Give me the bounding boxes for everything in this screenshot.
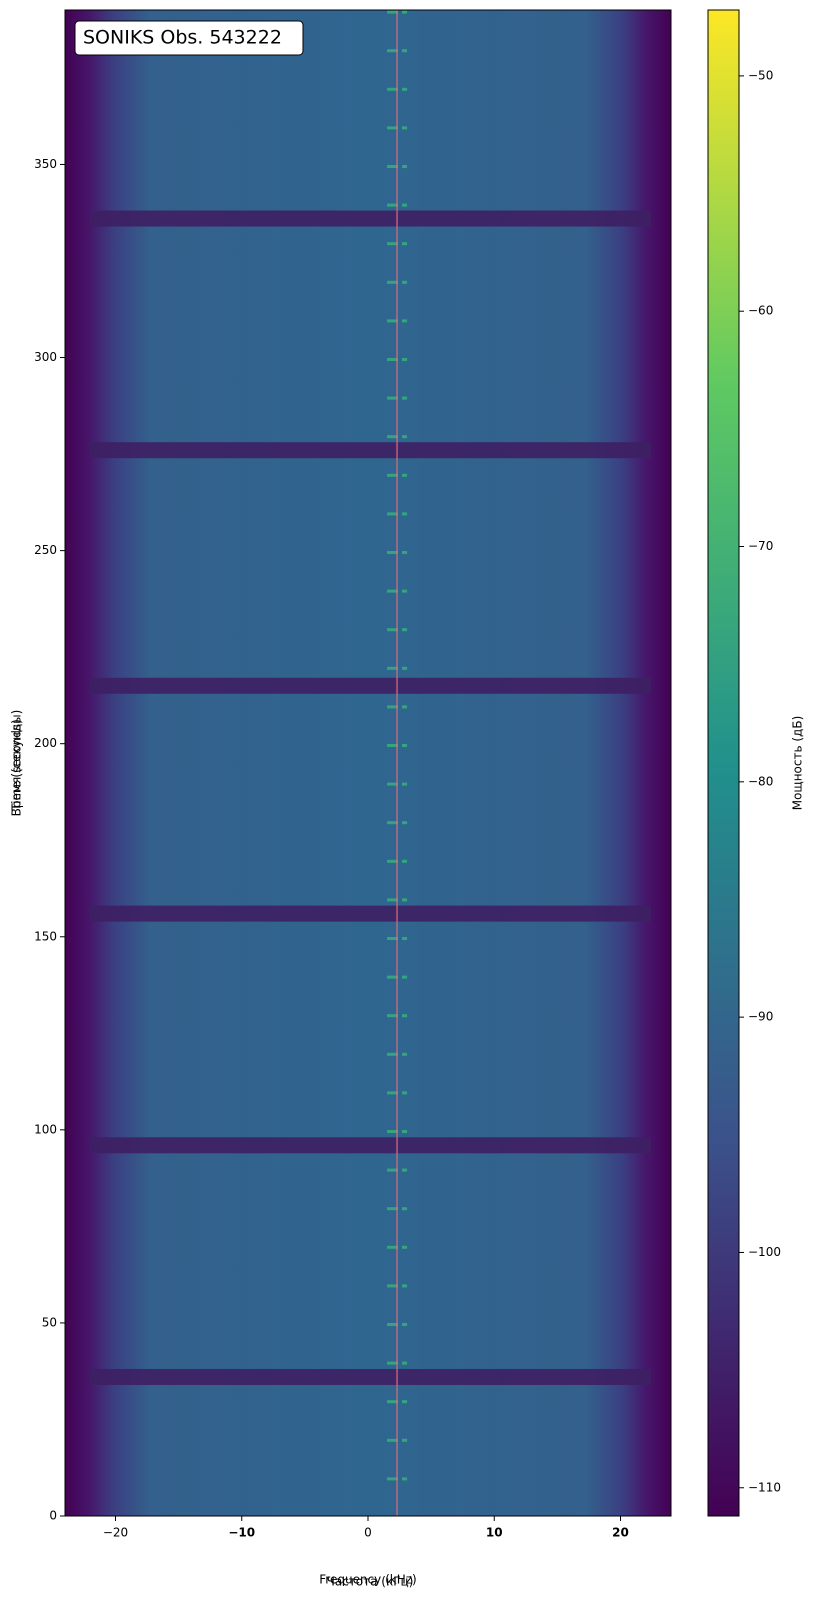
- x-axis-label: Frequency (kHz): [319, 1573, 416, 1587]
- colorbar-tick-label: −60: [748, 304, 773, 318]
- y-tick-label: 300: [34, 350, 57, 364]
- y-tick-label: 150: [34, 929, 57, 943]
- colorbar-tick-label: −100: [748, 1245, 781, 1259]
- dropout-band: [90, 1137, 651, 1154]
- title-box: [74, 20, 304, 56]
- colorbar: [707, 9, 740, 1517]
- y-tick-label: 50: [42, 1315, 57, 1329]
- colorbar-tick-label: −70: [748, 539, 773, 553]
- y-tick-label: 350: [34, 157, 57, 171]
- y-tick-label: 200: [34, 736, 57, 750]
- dropout-band: [90, 210, 651, 227]
- chart-title: SONIKS Obs. 543222: [83, 27, 282, 49]
- x-tick-label: −10: [228, 1526, 255, 1540]
- x-axis-label: Частота (кГц): [327, 1575, 414, 1589]
- overlay: [90, 10, 651, 1516]
- colorbar-tick-label: −50: [748, 68, 773, 82]
- colorbar-tick-label: −80: [748, 774, 773, 788]
- spectrogram: [65, 10, 671, 1516]
- y-tick-label: 0: [49, 1509, 57, 1523]
- dropout-band: [90, 677, 651, 694]
- y-tick-label: 100: [34, 1122, 57, 1136]
- colorbar-tick-label: −90: [748, 1010, 773, 1024]
- dropout-band: [90, 442, 651, 459]
- y-axis-label: Время (секунды): [10, 710, 24, 817]
- colorbar-label: Мощность (дБ): [791, 716, 805, 811]
- x-tick-label: −20: [103, 1526, 128, 1540]
- x-tick-label: 0: [364, 1526, 372, 1540]
- x-tick-label: 20: [612, 1526, 629, 1540]
- colorbar-tick-label: −110: [748, 1480, 781, 1494]
- y-axis-label: Time (seconds): [10, 719, 24, 812]
- x-tick-label: 10: [486, 1526, 503, 1540]
- dropout-band: [90, 905, 651, 922]
- y-tick-label: 250: [34, 543, 57, 557]
- dropout-band: [90, 1368, 651, 1385]
